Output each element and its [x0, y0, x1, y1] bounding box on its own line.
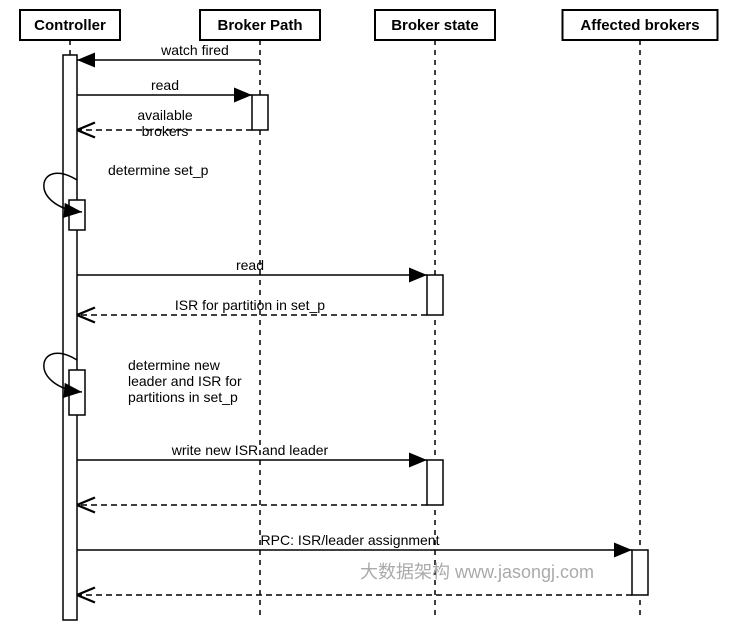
- lifeline-label-broker_path: Broker Path: [217, 17, 302, 34]
- message-label-2-line0: available: [137, 107, 192, 123]
- activation-affected-6: [632, 550, 648, 595]
- message-label-6-line0: determine new: [128, 357, 221, 373]
- activation-broker_state-3: [427, 275, 443, 315]
- lifeline-label-controller: Controller: [34, 17, 106, 34]
- message-label-6-line1: leader and ISR for: [128, 373, 242, 389]
- activation-controller-2: [69, 200, 85, 230]
- message-label-4: read: [236, 257, 264, 273]
- sequence-diagram: Controller Broker Path Broker state Affecte…: [0, 0, 742, 640]
- message-label-6-line2: partitions in set_p: [128, 389, 238, 405]
- activation-broker_state-5: [427, 460, 443, 505]
- watermark-text: 大数据架构 www.jasongj.com: [360, 562, 594, 582]
- activation-controller-4: [69, 370, 85, 415]
- message-label-9: RPC: ISR/leader assignment: [261, 532, 440, 548]
- message-label-2-line1: brokers: [142, 123, 189, 139]
- message-label-7: write new ISR and leader: [171, 442, 329, 458]
- activation-broker_path-1: [252, 95, 268, 130]
- message-label-1: read: [151, 77, 179, 93]
- message-label-5: ISR for partition in set_p: [175, 297, 325, 313]
- activation-controller-0: [63, 55, 77, 620]
- lifeline-label-affected: Affected brokers: [580, 17, 699, 34]
- message-label-0: watch fired: [160, 42, 229, 58]
- message-label-3: determine set_p: [108, 162, 209, 178]
- lifeline-label-broker_state: Broker state: [391, 17, 479, 34]
